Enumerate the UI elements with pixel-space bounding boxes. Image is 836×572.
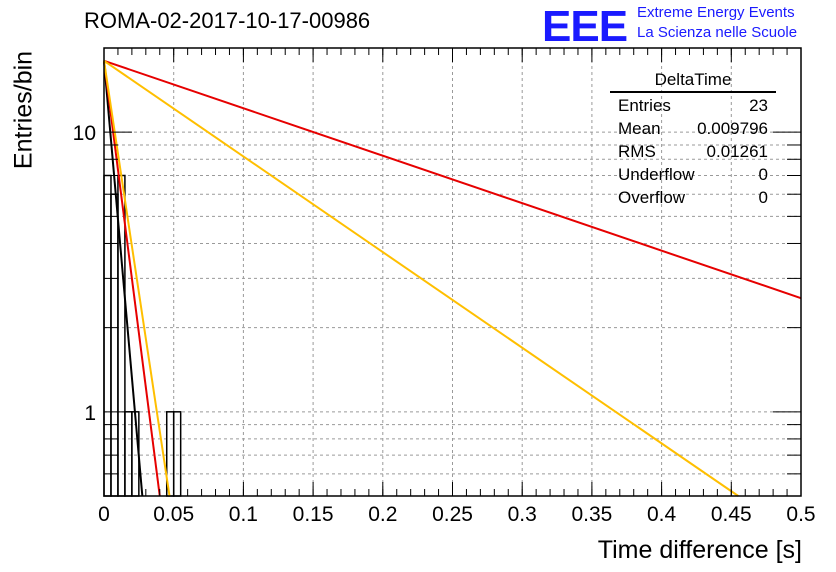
x-tick-label: 0.05 [153, 503, 194, 526]
x-tick-label: 0.15 [293, 503, 334, 526]
stats-label: Entries [618, 96, 671, 115]
stats-value: 0.01261 [706, 142, 768, 161]
stats-box-title: DeltaTime [610, 70, 776, 93]
fit-lines [103, 59, 802, 497]
x-axis-ticks: 0 0.05 0.1 0.15 0.2 0.25 0.3 0.35 0.4 0.45 0.5 [98, 48, 816, 526]
series-line [103, 59, 802, 300]
series-line [103, 59, 739, 497]
x-axis-title: Time difference [s] [597, 536, 802, 564]
histogram [103, 174, 182, 497]
y-tick-label: 1 [84, 402, 96, 425]
grid [104, 47, 801, 497]
y-tick-label: 10 [73, 122, 96, 145]
stats-row-overflow: Overflow 0 [608, 186, 778, 209]
histogram-bar [110, 193, 119, 497]
y-axis-ticks: 1 10 [73, 47, 801, 497]
y-axis-title: Entries/bin [9, 50, 38, 170]
series-line [103, 60, 144, 497]
eee-logo: EEE [542, 2, 628, 51]
stats-row-mean: Mean 0.009796 [608, 117, 778, 140]
x-tick-label: 0.3 [508, 503, 537, 526]
stats-value: 0.009796 [697, 119, 768, 138]
x-tick-label: 0.1 [229, 503, 258, 526]
stats-row-underflow: Underflow 0 [608, 163, 778, 186]
stats-value: 0 [758, 165, 768, 184]
x-tick-label: 0 [98, 503, 110, 526]
x-tick-label: 0.2 [368, 503, 397, 526]
stats-row-entries: Entries 23 [608, 94, 778, 117]
histogram-bar [103, 174, 112, 497]
chart-title: ROMA-02-2017-10-17-00986 [84, 8, 371, 33]
x-tick-label: 0.25 [432, 503, 473, 526]
logo-line-1: Extreme Energy Events [637, 4, 795, 21]
x-tick-label: 0.5 [786, 503, 815, 526]
stats-box: DeltaTime Entries 23 Mean 0.009796 RMS 0… [608, 70, 778, 209]
stats-value: 23 [749, 96, 768, 115]
stats-row-rms: RMS 0.01261 [608, 140, 778, 163]
stats-label: RMS [618, 142, 656, 161]
series-line [103, 60, 171, 497]
stats-label: Underflow [618, 165, 695, 184]
logo-line-2: La Scienza nelle Scuole [637, 24, 798, 41]
stats-label: Overflow [618, 188, 686, 207]
x-tick-label: 0.4 [647, 503, 677, 526]
x-tick-label: 0.35 [571, 503, 612, 526]
x-tick-label: 0.45 [711, 503, 752, 526]
stats-value: 0 [758, 188, 768, 207]
series-line [103, 60, 161, 497]
stats-label: Mean [618, 119, 661, 138]
